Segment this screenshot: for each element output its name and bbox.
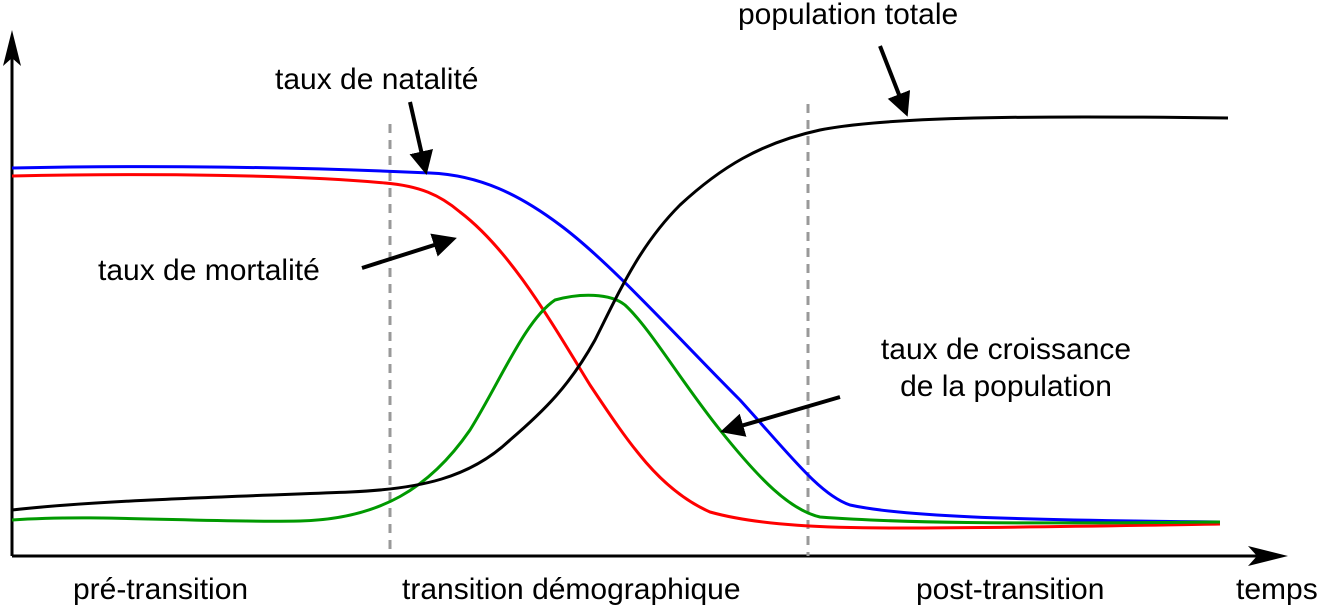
y-axis-arrowhead — [3, 30, 21, 66]
taux-croissance-label-line1: taux de croissance — [880, 333, 1132, 366]
taux-natalite-arrow — [408, 101, 433, 176]
birth-rate-curve — [11, 165, 1221, 524]
population-totale-label: population totale — [738, 0, 959, 31]
phase-label-pre-transition: pré-transition — [73, 573, 249, 606]
growth-rate-curve — [11, 293, 1221, 525]
x-axis-arrowhead — [1248, 546, 1288, 566]
population-totale-arrow — [878, 45, 911, 117]
taux-natalite-label: taux de natalité — [275, 63, 479, 96]
phase-label-post-transition: post-transition — [916, 573, 1105, 606]
death-rate-curve — [11, 173, 1221, 530]
taux-croissance-label: taux de croissance de la population — [858, 332, 1154, 405]
total-population-curve — [11, 115, 1229, 512]
x-axis-label: temps — [1236, 573, 1318, 606]
taux-croissance-label-line2: de la population — [900, 369, 1112, 403]
taux-mortalite-arrow — [361, 233, 457, 270]
phase-label-transition: transition démographique — [402, 573, 741, 606]
taux-croissance-arrow — [720, 395, 841, 437]
taux-mortalite-label: taux de mortalité — [98, 254, 320, 287]
